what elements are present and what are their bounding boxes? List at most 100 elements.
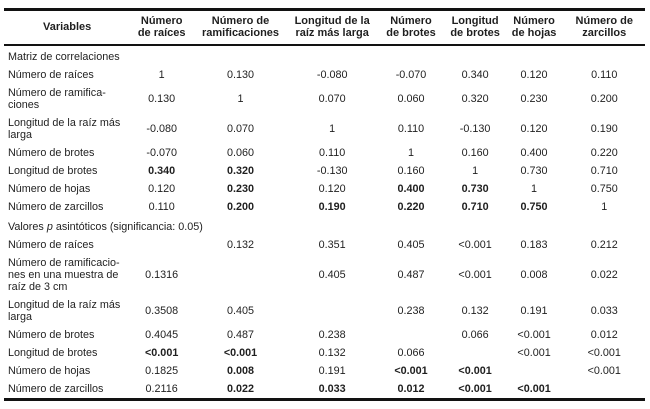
table-row: Número de ramifica- ciones 0.130 1 0.070 0.0… (4, 84, 645, 114)
column-header-2: Número de raíces (130, 9, 194, 46)
value-cell: 0.238 (397, 305, 425, 317)
value-cell: 0.4045 (145, 329, 179, 341)
value-cell: 0.132 (226, 239, 255, 251)
value-cell: <0.001 (394, 365, 428, 377)
value-cell: 0.405 (397, 239, 425, 251)
value-cell: 1 (601, 201, 608, 213)
value-cell: <0.001 (587, 347, 621, 359)
value-cell: 0.183 (520, 239, 548, 251)
value-cell: 0.351 (318, 239, 346, 251)
row-label: Número de raíces (8, 239, 94, 251)
table-row: Número de hojas 0.1825 0.008 0.191 <0.001 <0.… (4, 362, 645, 380)
value-cell: 0.238 (318, 329, 346, 341)
value-cell: 0.022 (590, 269, 618, 281)
value-cell: 1 (237, 93, 244, 105)
value-cell: 0.120 (520, 69, 548, 81)
value-cell: 0.400 (520, 147, 548, 159)
value-cell: 0.033 (590, 305, 618, 317)
value-cell: 0.1316 (145, 269, 179, 281)
section-title-text: asintóticos (significancia: 0.05) (52, 221, 203, 233)
value-cell: 0.2116 (145, 383, 178, 395)
value-cell: 0.730 (520, 165, 548, 177)
column-header-1: Variables (4, 9, 131, 46)
value-cell (564, 380, 645, 400)
value-cell: 0.066 (461, 329, 489, 341)
value-cell: -0.130 (316, 165, 348, 177)
value-cell: 0.110 (148, 201, 175, 213)
table-row: Número de brotes 0.4045 0.487 0.238 0.066 <0.… (4, 326, 645, 344)
value-cell: -0.070 (146, 147, 177, 159)
table-row: Número de brotes -0.070 0.060 0.110 1 0.160 0.… (4, 144, 645, 162)
column-header-8: Número de zarcillos (563, 9, 645, 46)
value-cell: 0.033 (318, 383, 346, 395)
value-cell: 0.066 (397, 347, 425, 359)
value-cell: 0.132 (318, 347, 346, 359)
value-cell: 0.200 (226, 201, 255, 213)
value-cell: 0.070 (226, 123, 255, 135)
value-cell: <0.001 (458, 269, 492, 281)
value-cell: <0.001 (145, 347, 179, 359)
value-cell: 0.320 (226, 165, 255, 177)
value-cell: 0.130 (226, 69, 255, 81)
value-cell: 0.120 (318, 183, 346, 195)
table-row: Número de hojas 0.120 0.230 0.120 0.400 0.730… (4, 180, 645, 198)
column-header-3: Número de ramificaciones (193, 9, 288, 46)
value-cell: 0.730 (461, 183, 489, 195)
value-cell: <0.001 (517, 329, 551, 341)
value-cell: 0.340 (461, 69, 489, 81)
section-title: Matriz de correlaciones (4, 45, 645, 66)
value-cell: 0.405 (226, 305, 255, 317)
value-cell: <0.001 (458, 365, 492, 377)
value-cell: 0.160 (397, 165, 425, 177)
value-cell: 0.012 (397, 383, 425, 395)
value-cell: 0.160 (461, 147, 489, 159)
column-header-5: Número de brotes (376, 9, 446, 46)
value-cell: 1 (531, 183, 538, 195)
value-cell: 0.060 (226, 147, 255, 159)
value-cell: -0.130 (459, 123, 491, 135)
section-title-row-1: Matriz de correlaciones (4, 45, 645, 66)
value-cell: -0.080 (146, 123, 177, 135)
table-row: Número de raíces 1 0.130 -0.080 -0.070 0.340 0… (4, 66, 645, 84)
value-cell: 0.200 (590, 93, 618, 105)
row-label: Número de hojas (8, 365, 91, 377)
section-title-text: Valores (8, 221, 47, 233)
value-cell: 0.191 (318, 365, 346, 377)
row-label: Longitud de la raíz más larga (8, 299, 121, 323)
table-row: Longitud de la raíz más larga 0.3508 0.405… (4, 296, 645, 326)
value-cell: 0.110 (397, 123, 425, 135)
value-cell: <0.001 (223, 347, 258, 359)
value-cell: 0.120 (148, 183, 176, 195)
value-cell: 0.132 (461, 305, 489, 317)
column-header-6: Longitud de brotes (445, 9, 505, 46)
value-cell: <0.001 (587, 365, 621, 377)
value-cell: 0.487 (226, 329, 255, 341)
value-cell (446, 344, 505, 362)
value-cell: 0.340 (148, 165, 176, 177)
value-cell: 0.120 (520, 123, 548, 135)
value-cell: -0.080 (316, 69, 348, 81)
value-cell (130, 236, 193, 254)
value-cell: 0.710 (461, 201, 489, 213)
value-cell: 0.405 (318, 269, 346, 281)
value-cell: 0.3508 (145, 305, 179, 317)
value-cell: 0.487 (397, 269, 425, 281)
section-title-text: Matriz de correlaciones (8, 51, 120, 63)
row-label: Número de brotes (8, 329, 95, 341)
value-cell: 0.008 (520, 269, 548, 281)
row-label: Número de zarcillos (8, 383, 104, 395)
value-cell: -0.070 (395, 69, 427, 81)
value-cell: 0.191 (520, 305, 548, 317)
row-label: Longitud de brotes (8, 347, 98, 359)
value-cell: 0.212 (590, 239, 618, 251)
value-cell (288, 296, 376, 326)
row-label: Número de hojas (8, 183, 91, 195)
value-cell: 0.022 (226, 383, 255, 395)
table-row: Número de zarcillos 0.2116 0.022 0.033 0.012… (4, 380, 645, 400)
value-cell: 0.008 (226, 365, 255, 377)
section-title-italic-part: p (46, 221, 53, 233)
value-cell: 0.130 (148, 93, 176, 105)
table-row: Número de ramificacio- nes en una muestr… (4, 254, 645, 296)
value-cell: 1 (407, 147, 414, 159)
